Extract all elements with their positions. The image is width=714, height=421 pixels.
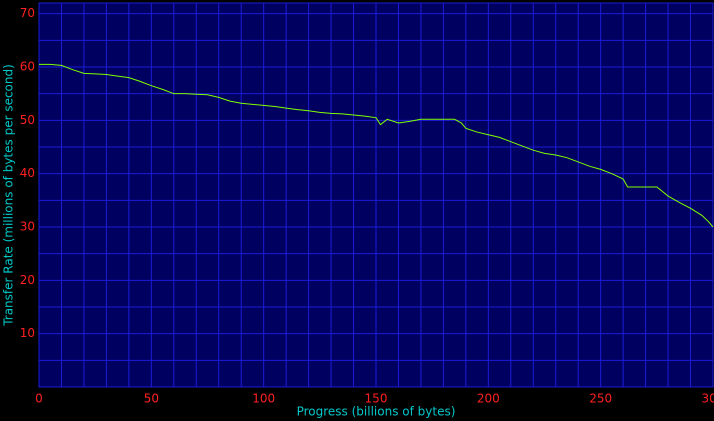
x-tick-label: 50: [144, 392, 159, 406]
x-tick-label: 200: [477, 392, 500, 406]
x-tick-label: 100: [252, 392, 275, 406]
y-tick-label: 20: [20, 273, 35, 287]
x-tick-label: 0: [35, 392, 43, 406]
x-tick-label: 250: [589, 392, 612, 406]
y-tick-label: 10: [20, 326, 35, 340]
x-tick-label: 300: [702, 392, 714, 406]
y-tick-label: 60: [20, 60, 35, 74]
y-tick-label: 30: [20, 220, 35, 234]
y-tick-label: 70: [20, 6, 35, 20]
data-line: [39, 63, 714, 228]
y-tick-label: 50: [20, 113, 35, 127]
x-tick-label: 150: [365, 392, 388, 406]
x-axis-title: Progress (billions of bytes): [297, 405, 456, 419]
y-axis-title: Transfer Rate (millions of bytes per sec…: [2, 64, 16, 327]
y-tick-label: 40: [20, 166, 35, 180]
